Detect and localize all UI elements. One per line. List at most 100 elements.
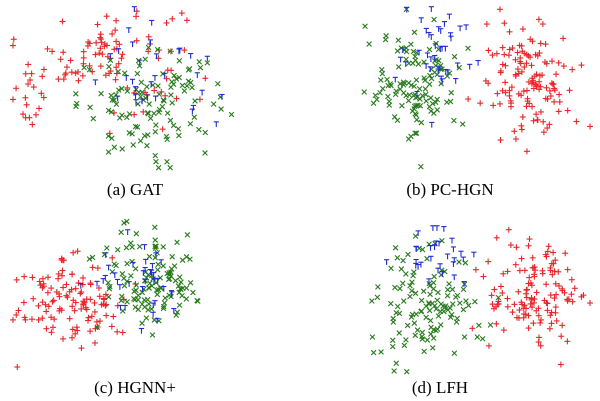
triangle-down-marker: [451, 274, 457, 281]
triangle-down-marker: [137, 59, 143, 66]
triangle-down-marker: [428, 34, 434, 40]
plus-marker: [60, 76, 67, 83]
plus-marker: [477, 100, 484, 107]
plus-marker: [540, 129, 547, 136]
x-marker: [418, 119, 425, 126]
triangle-down-marker: [458, 250, 464, 257]
x-marker: [444, 292, 451, 299]
x-marker: [168, 293, 174, 300]
x-marker: [121, 220, 127, 226]
x-marker: [167, 48, 173, 55]
plus-marker: [60, 49, 67, 56]
triangle-down-marker: [436, 26, 442, 32]
plus-marker: [20, 299, 27, 306]
plus-marker: [68, 69, 75, 76]
plus-marker: [96, 318, 103, 325]
plus-marker: [518, 68, 525, 75]
triangle-down-marker: [94, 280, 100, 287]
plus-marker: [39, 73, 46, 80]
x-marker: [197, 64, 204, 71]
x-marker: [394, 117, 401, 124]
plus-marker: [521, 267, 528, 274]
x-marker: [406, 92, 413, 98]
x-marker: [362, 23, 368, 29]
plus-marker: [551, 295, 558, 302]
plus-marker: [528, 80, 535, 87]
plus-marker: [499, 289, 506, 296]
plus-marker: [587, 123, 593, 130]
plus-marker: [541, 297, 548, 304]
x-marker: [438, 80, 444, 87]
x-marker: [403, 271, 409, 277]
x-marker: [160, 244, 167, 250]
plus-marker: [551, 98, 558, 105]
x-marker: [413, 117, 420, 123]
plus-marker: [485, 258, 492, 265]
x-marker: [414, 327, 421, 333]
triangle-down-marker: [117, 304, 124, 311]
x-marker: [400, 298, 407, 304]
x-marker: [146, 301, 152, 307]
x-marker: [386, 98, 393, 105]
x-marker: [426, 81, 433, 88]
x-marker: [141, 132, 148, 139]
plus-marker: [539, 270, 546, 277]
x-marker: [133, 230, 140, 237]
plus-marker: [102, 72, 109, 79]
plus-marker: [10, 42, 16, 49]
plus-marker: [202, 75, 209, 82]
x-marker: [399, 102, 405, 109]
plus-marker: [547, 264, 554, 271]
x-marker: [405, 136, 412, 142]
x-marker: [121, 282, 128, 289]
plus-marker: [80, 274, 87, 281]
x-marker: [405, 97, 412, 104]
plus-marker: [94, 21, 101, 28]
x-marker: [86, 256, 93, 262]
plus-marker: [22, 94, 29, 101]
x-marker: [369, 334, 376, 340]
plus-marker: [118, 55, 125, 62]
plus-marker: [513, 244, 520, 251]
plus-marker: [485, 80, 492, 87]
plus-marker: [30, 84, 37, 91]
x-marker: [187, 120, 194, 127]
triangle-down-marker: [429, 121, 435, 128]
triangle-down-marker: [453, 78, 459, 84]
x-marker: [424, 337, 431, 343]
plus-marker: [497, 67, 504, 74]
x-marker: [152, 254, 158, 261]
scatter-panel-pc-hgn: [361, 6, 593, 170]
plus-marker: [511, 301, 518, 308]
plus-marker: [526, 236, 533, 243]
plus-marker: [514, 49, 521, 56]
plus-marker: [496, 6, 503, 13]
x-marker: [400, 79, 407, 85]
x-marker: [105, 279, 111, 286]
x-marker: [133, 282, 140, 288]
x-marker: [143, 315, 150, 321]
plus-marker: [72, 285, 79, 292]
plus-marker: [512, 261, 519, 268]
x-marker: [423, 91, 429, 98]
plus-marker: [523, 148, 530, 155]
plus-marker: [512, 136, 519, 143]
plus-marker: [113, 17, 120, 24]
plus-marker: [525, 242, 532, 249]
x-marker: [86, 66, 93, 73]
plus-marker: [23, 101, 30, 108]
plus-marker: [568, 291, 575, 298]
triangle-down-marker: [430, 225, 436, 231]
plus-marker: [497, 283, 504, 290]
x-marker: [451, 117, 457, 124]
plus-marker: [19, 111, 26, 118]
triangle-down-marker: [139, 98, 145, 105]
triangle-down-marker: [190, 104, 197, 111]
x-marker: [379, 66, 385, 73]
plus-marker: [40, 66, 47, 73]
x-marker: [124, 260, 130, 267]
plus-marker: [512, 71, 519, 78]
x-marker: [412, 233, 419, 239]
plus-marker: [542, 251, 549, 258]
plus-marker: [515, 288, 522, 295]
